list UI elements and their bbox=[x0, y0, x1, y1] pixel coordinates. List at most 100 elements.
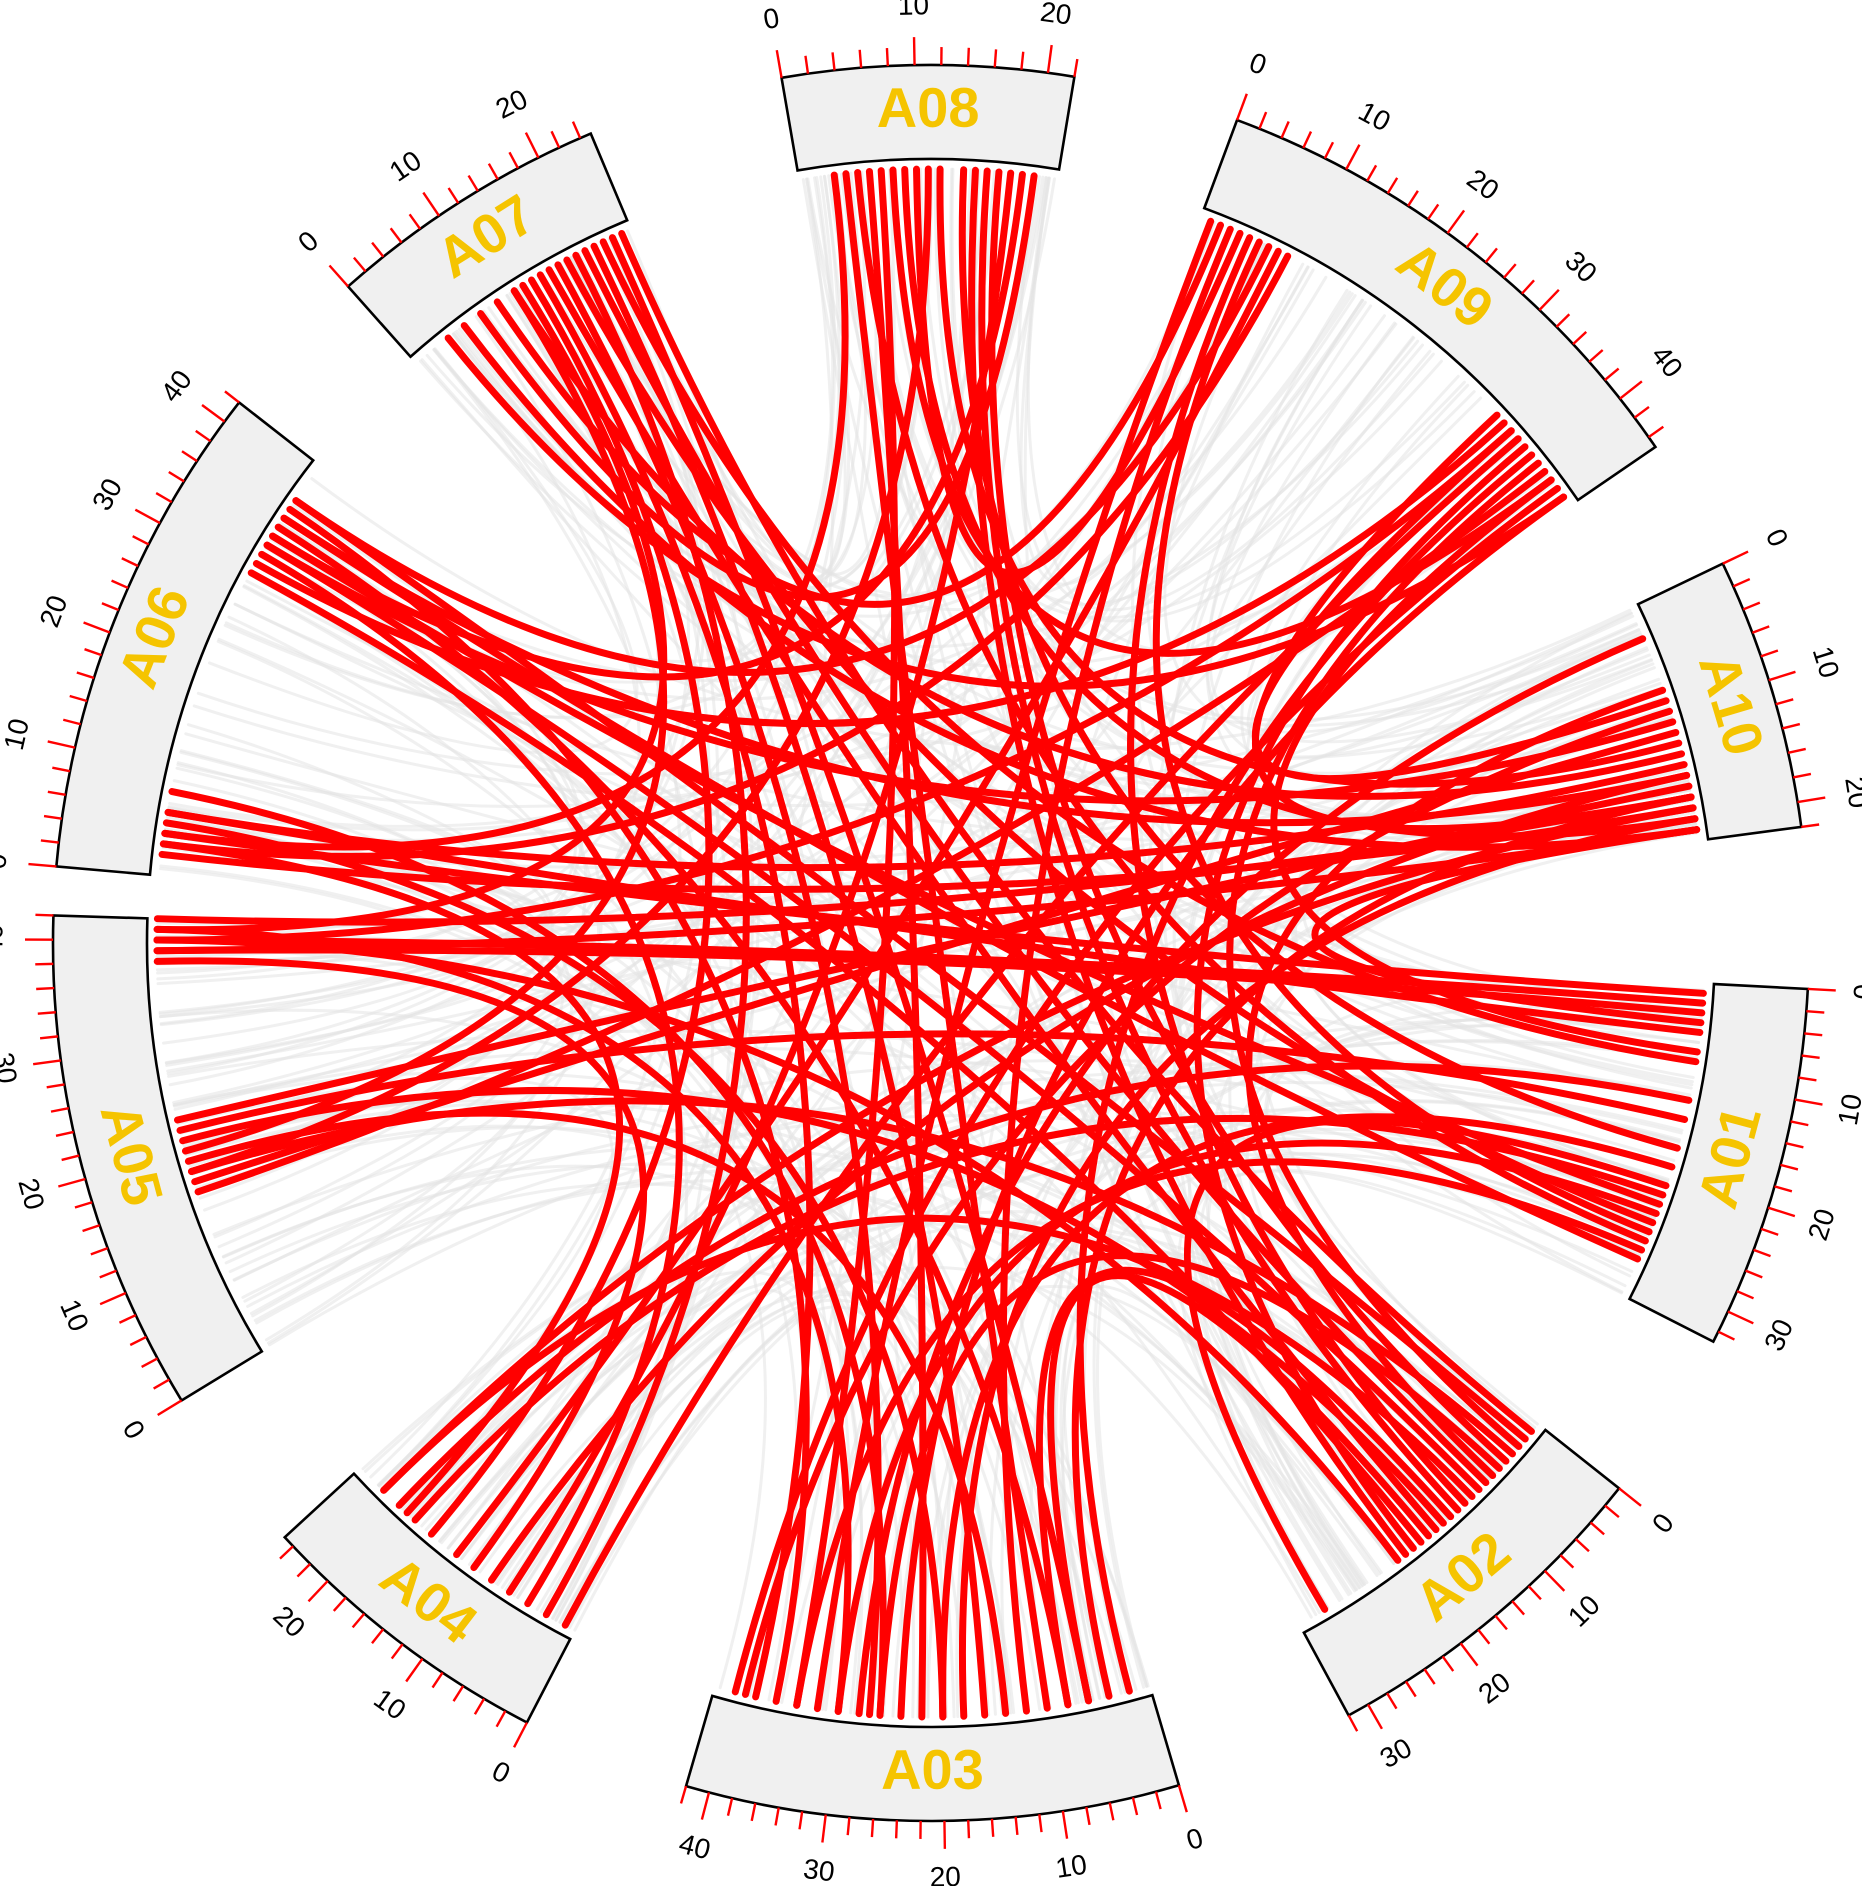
minor-tick bbox=[1633, 405, 1650, 419]
minor-tick bbox=[1782, 722, 1801, 730]
background-link bbox=[264, 543, 601, 1342]
major-tick bbox=[1366, 1703, 1383, 1730]
highlighted-link bbox=[536, 271, 814, 1701]
major-tick bbox=[1722, 550, 1749, 565]
minor-tick bbox=[168, 470, 185, 483]
minor-tick bbox=[1787, 747, 1806, 755]
minor-tick bbox=[1280, 121, 1290, 139]
chromosome-box bbox=[780, 63, 1076, 172]
major-tick bbox=[58, 1177, 86, 1188]
minor-tick bbox=[99, 1269, 117, 1279]
major-tick bbox=[1345, 144, 1361, 170]
highlighted-link bbox=[477, 172, 1038, 601]
major-tick bbox=[1797, 796, 1826, 804]
major-tick bbox=[134, 508, 161, 525]
minor-tick bbox=[1555, 313, 1571, 328]
minor-tick bbox=[1154, 1791, 1162, 1810]
minor-tick bbox=[1717, 1330, 1735, 1341]
major-tick bbox=[1619, 380, 1643, 400]
highlighted-link bbox=[453, 247, 1282, 1559]
minor-tick bbox=[36, 986, 55, 991]
minor-tick bbox=[389, 227, 403, 244]
background-link bbox=[159, 867, 767, 1690]
tick-label: 0 bbox=[1183, 1822, 1207, 1856]
highlighted-link bbox=[813, 217, 1215, 1713]
minor-tick bbox=[726, 1797, 734, 1816]
minor-tick bbox=[1407, 190, 1419, 207]
minor-tick bbox=[774, 1807, 780, 1826]
tick-label: 0 bbox=[487, 1755, 515, 1790]
highlighted-link bbox=[153, 427, 1515, 944]
chromosome-a03: 0 10 20 30 40 A03 bbox=[676, 1693, 1207, 1886]
minor-tick bbox=[50, 1107, 69, 1113]
highlighted-link bbox=[159, 252, 1292, 860]
highlighted-link bbox=[493, 221, 1224, 608]
minor-tick bbox=[1423, 1668, 1436, 1685]
minor-tick bbox=[1753, 1248, 1771, 1258]
background-link bbox=[806, 177, 1694, 825]
tick-label: 0 bbox=[1245, 46, 1270, 80]
minor-tick bbox=[1798, 1076, 1817, 1082]
chromosome-box bbox=[54, 400, 316, 877]
highlighted-link bbox=[460, 322, 1701, 851]
tick-label: 10 bbox=[898, 0, 930, 21]
minor-tick bbox=[118, 1314, 137, 1324]
highlighted-link bbox=[427, 276, 713, 1538]
major-tick bbox=[1046, 44, 1053, 73]
minor-tick bbox=[37, 1011, 56, 1015]
tick-label: 10 bbox=[1832, 1091, 1862, 1127]
minor-tick bbox=[332, 1596, 347, 1612]
minor-tick bbox=[1441, 1655, 1455, 1672]
major-tick bbox=[1459, 1642, 1479, 1667]
highlighted-link bbox=[188, 165, 932, 1176]
tick-label: 0 bbox=[292, 225, 324, 259]
minor-tick bbox=[1760, 1227, 1779, 1236]
minor-tick bbox=[390, 1643, 404, 1660]
minor-tick bbox=[1774, 1185, 1793, 1193]
minor-tick bbox=[508, 151, 519, 169]
tick-label: 40 bbox=[0, 924, 8, 955]
minor-tick bbox=[1108, 1802, 1115, 1821]
major-tick bbox=[405, 1657, 424, 1683]
minor-tick bbox=[1742, 601, 1761, 611]
tick-label: 30 bbox=[1758, 1314, 1799, 1355]
tick-label: 30 bbox=[1559, 245, 1603, 289]
major-tick bbox=[1727, 1310, 1754, 1325]
major-tick bbox=[32, 1059, 62, 1066]
chromosome-box bbox=[51, 914, 264, 1403]
minor-tick bbox=[571, 121, 582, 139]
background-link bbox=[310, 477, 1632, 751]
tick-label: 0 bbox=[1848, 983, 1862, 1000]
minor-tick bbox=[224, 390, 240, 404]
chromosome-a08: 0 10 20 A08 bbox=[761, 0, 1079, 172]
background-link bbox=[207, 347, 639, 755]
tick-label: 20 bbox=[1461, 163, 1504, 206]
minor-tick bbox=[1484, 247, 1498, 264]
minor-tick bbox=[1780, 1163, 1799, 1171]
minor-tick bbox=[1732, 577, 1751, 588]
minor-tick bbox=[1527, 1585, 1542, 1601]
highlighted-link bbox=[292, 243, 1273, 676]
highlighted-link bbox=[542, 251, 750, 1619]
tick-label: 40 bbox=[154, 364, 197, 407]
minor-tick bbox=[408, 213, 422, 230]
minor-tick bbox=[1073, 58, 1079, 77]
minor-tick bbox=[84, 648, 102, 657]
minor-tick bbox=[1790, 1120, 1809, 1127]
highlighted-link bbox=[153, 281, 668, 934]
minor-tick bbox=[352, 256, 367, 273]
minor-tick bbox=[1323, 141, 1335, 159]
major-tick bbox=[512, 1721, 529, 1748]
major-tick bbox=[422, 191, 441, 217]
minor-tick bbox=[1806, 1009, 1825, 1014]
highlighted-link bbox=[153, 925, 852, 1715]
highlighted-link bbox=[269, 170, 1026, 681]
minor-tick bbox=[1366, 164, 1378, 182]
highlighted-link bbox=[252, 419, 1508, 727]
highlighted-link bbox=[855, 635, 1647, 1718]
minor-tick bbox=[1404, 1680, 1417, 1698]
background-link bbox=[432, 348, 715, 1614]
tick-label: 30 bbox=[86, 473, 128, 515]
tick-label: 20 bbox=[267, 1600, 311, 1644]
